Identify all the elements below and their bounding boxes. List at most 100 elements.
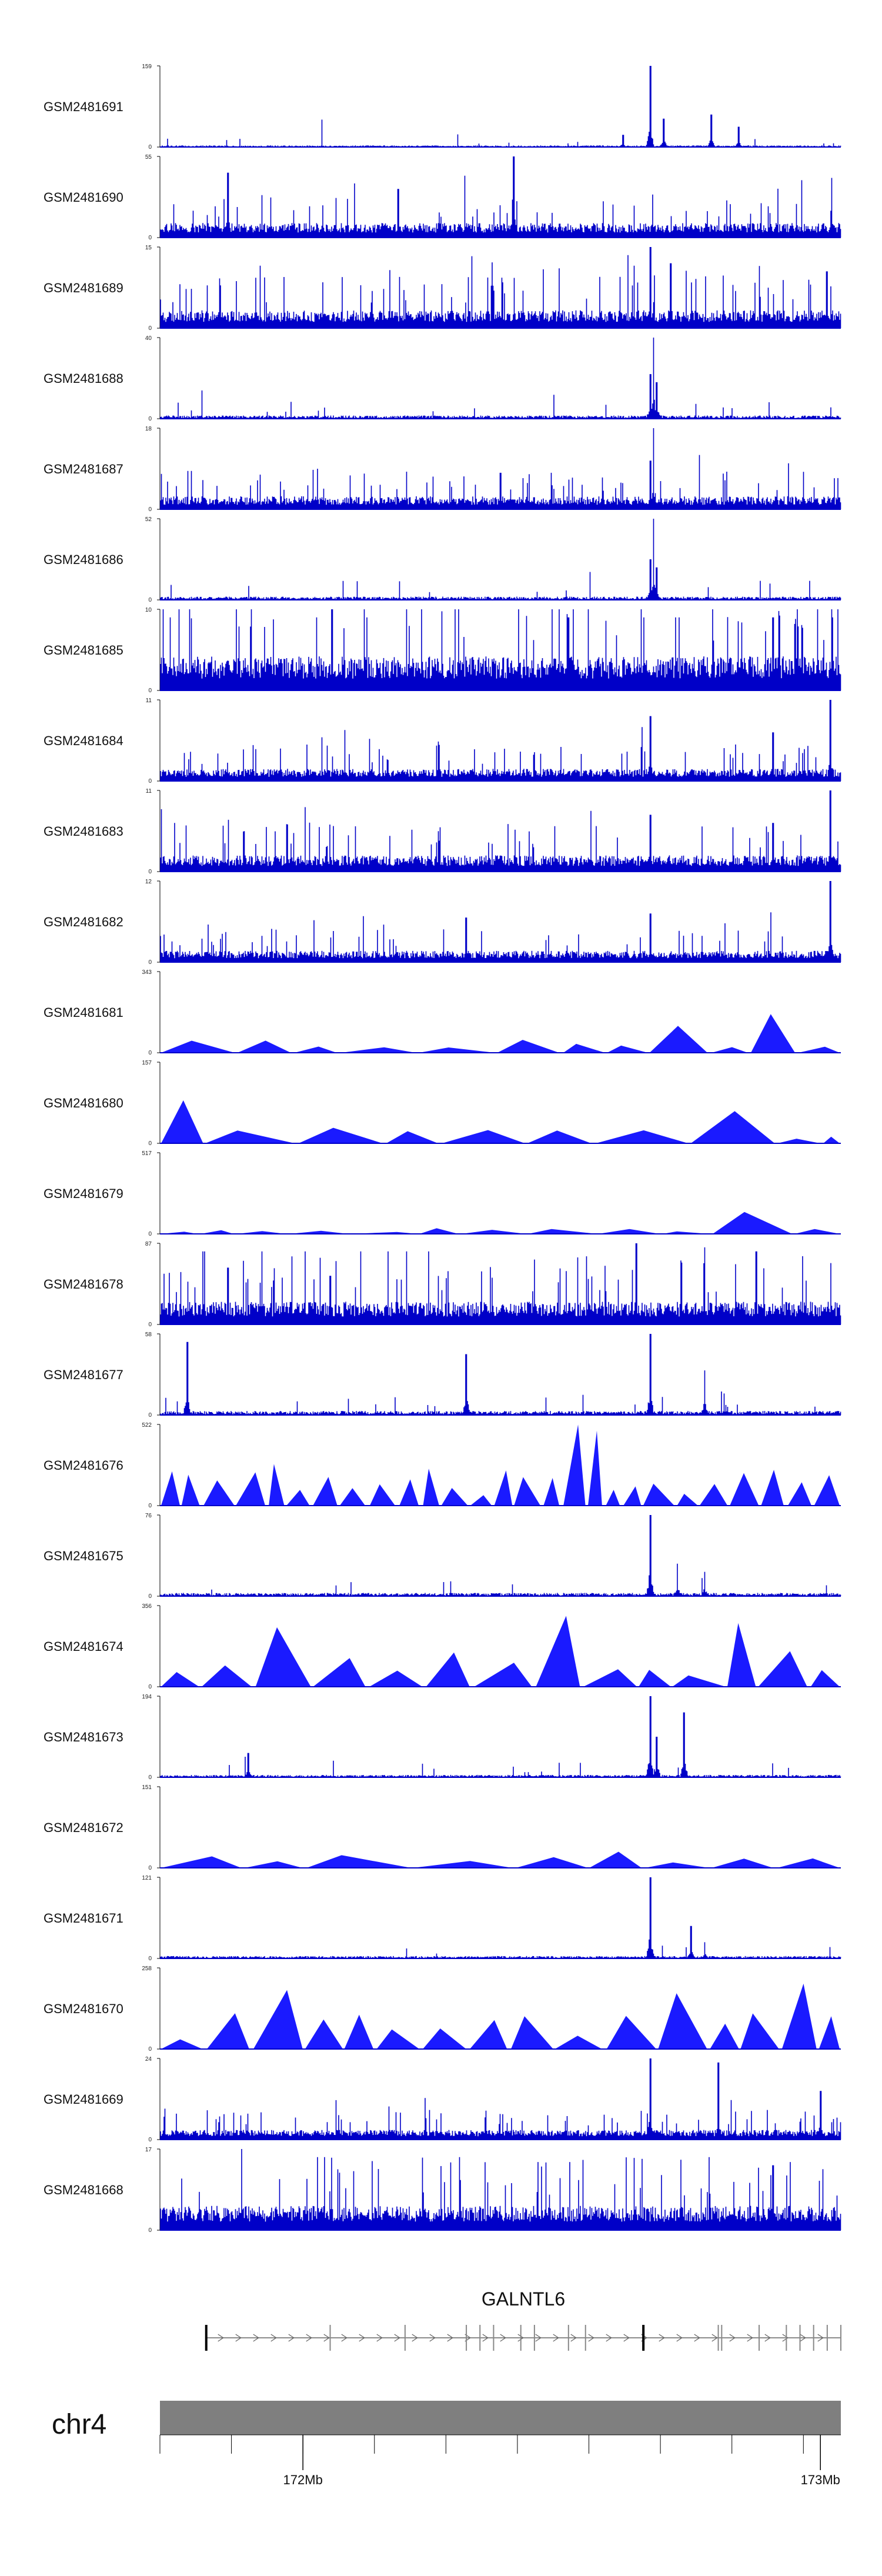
track-label: GSM2481684 [44,733,123,748]
y-max-label: 12 [145,879,152,885]
track-label: GSM2481681 [44,1005,123,1020]
strand-arrow [447,2334,453,2342]
gene-name: GALNTL6 [482,2288,565,2310]
track-GSM2481683: GSM2481683 11 0 [44,788,841,875]
coverage-bars [160,428,841,509]
strand-arrow [623,2334,630,2342]
y-max-label: 55 [145,154,152,161]
track-GSM2481689: GSM2481689 15 0 [44,245,841,332]
y-max-label: 76 [145,1513,152,1519]
y-max-label: 18 [145,426,152,432]
y-max-label: 121 [142,1875,152,1881]
strand-arrow [359,2334,365,2342]
y-max-label: 194 [142,1694,152,1700]
strand-arrow [694,2334,700,2342]
y-max-label: 157 [142,1060,152,1066]
strand-arrow [306,2334,312,2342]
track-GSM2481673: GSM2481673 194 0 [44,1694,841,1781]
track-label: GSM2481685 [44,643,123,658]
strand-arrow [817,2334,824,2342]
strand-arrow [782,2334,789,2342]
track-GSM2481681: GSM2481681 343 0 [44,969,841,1056]
strand-arrow [517,2334,524,2342]
track-label: GSM2481690 [44,190,123,205]
strand-arrow [482,2334,489,2342]
y-min-label: 0 [148,2227,152,2234]
track-GSM2481679: GSM2481679 517 0 [44,1150,841,1237]
exon-mark [721,2325,723,2351]
strand-arrow [764,2334,771,2342]
track-GSM2481680: GSM2481680 157 0 [44,1060,841,1147]
coverage-bars [160,2149,841,2230]
track-GSM2481671: GSM2481671 121 0 [44,1875,841,1962]
y-min-label: 0 [148,2046,152,2053]
track-label: GSM2481677 [44,1367,123,1382]
exon-mark [533,2325,535,2351]
strand-arrow [500,2334,506,2342]
track-label: GSM2481672 [44,1820,123,1835]
track-GSM2481691: GSM2481691 159 0 [44,64,841,151]
track-GSM2481684: GSM2481684 11 0 [44,698,841,785]
strand-arrow [235,2334,242,2342]
strand-arrow [676,2334,683,2342]
track-GSM2481678: GSM2481678 87 0 [44,1241,841,1328]
strand-arrow [429,2334,436,2342]
coverage-bars [160,66,841,147]
coverage-bars [160,156,841,238]
coverage-area [161,1983,840,2049]
track-GSM2481682: GSM2481682 12 0 [44,879,841,966]
y-min-label: 0 [148,1050,152,1056]
strand-arrow [570,2334,577,2342]
strand-arrow [394,2334,400,2342]
strand-arrow [659,2334,665,2342]
y-min-label: 0 [148,869,152,875]
coverage-bars [160,1877,841,1958]
coverage-bars [160,609,841,690]
y-max-label: 40 [145,335,152,342]
strand-arrow [729,2334,736,2342]
y-min-label: 0 [148,1684,152,1690]
coverage-area [161,1616,840,1687]
coverage-bars [160,700,841,781]
track-label: GSM2481668 [44,2183,123,2197]
strand-arrow [323,2334,330,2342]
track-GSM2481690: GSM2481690 55 0 [44,154,841,241]
y-max-label: 17 [145,2147,152,2153]
exon-mark [205,2325,208,2351]
y-min-label: 0 [148,1865,152,1871]
chromosome-track: chr4 [52,2401,841,2440]
coverage-bars [160,1696,841,1777]
y-min-label: 0 [148,1503,152,1509]
y-max-label: 24 [145,2056,152,2063]
coverage-bars [160,790,841,872]
axis-label: 173Mb [801,2472,840,2487]
track-label: GSM2481679 [44,1186,123,1201]
exon-mark [642,2325,645,2351]
exon-mark [840,2325,841,2351]
strand-arrow [270,2334,277,2342]
exon-mark [493,2325,495,2351]
y-max-label: 151 [142,1784,152,1791]
coverage-area [161,1851,840,1868]
track-GSM2481685: GSM2481685 10 0 [44,607,841,694]
track-label: GSM2481673 [44,1730,123,1744]
track-label: GSM2481689 [44,281,123,295]
strand-arrow [218,2334,224,2342]
strand-arrow [341,2334,348,2342]
y-min-label: 0 [148,597,152,603]
y-min-label: 0 [148,506,152,513]
strand-arrow [253,2334,259,2342]
track-GSM2481688: GSM2481688 40 0 [44,335,841,422]
track-label: GSM2481674 [44,1639,123,1654]
y-min-label: 0 [148,144,152,151]
track-label: GSM2481682 [44,915,123,929]
coverage-bars [160,247,841,328]
exon-mark [717,2325,719,2351]
y-min-label: 0 [148,416,152,422]
y-min-label: 0 [148,959,152,966]
exon-mark [826,2325,828,2351]
coverage-bars [160,1515,841,1596]
chromosome-ideogram [160,2401,841,2435]
exon-mark [759,2325,760,2351]
